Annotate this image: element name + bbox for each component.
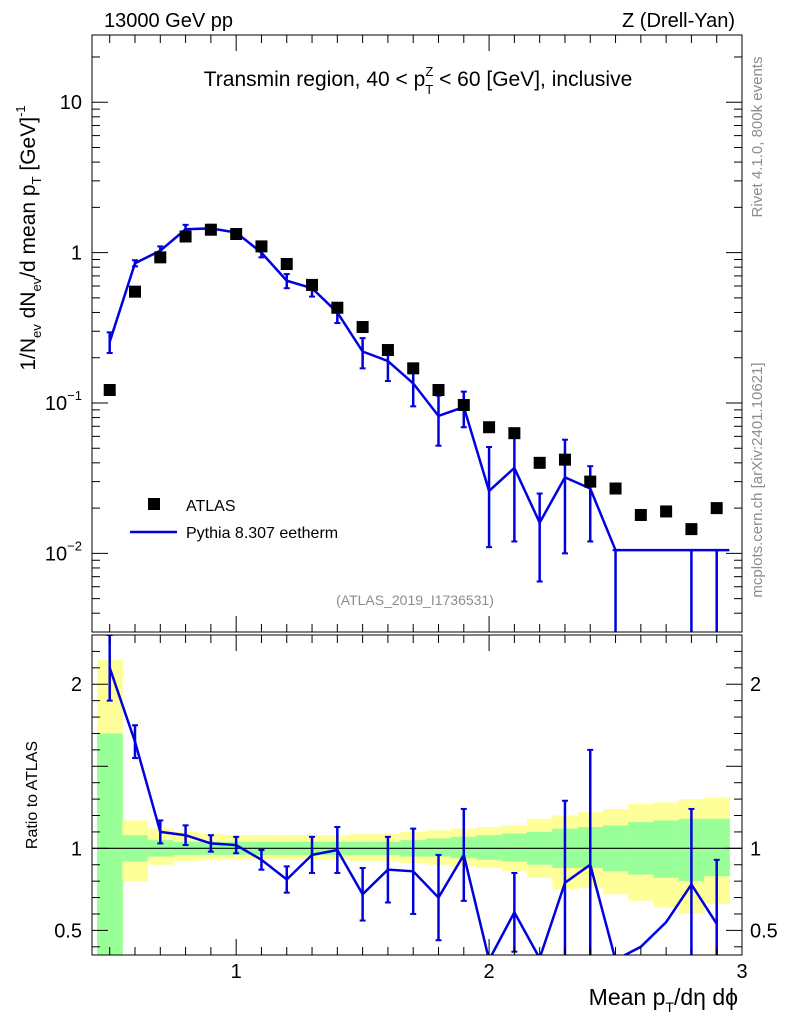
plot-title-sup: Z: [425, 64, 433, 79]
atlas-data-point: [230, 227, 243, 240]
atlas-data-point: [584, 475, 597, 488]
atlas-data-point: [483, 421, 496, 434]
main-axis-ticks: [92, 35, 743, 633]
stat-band-green: [501, 833, 528, 862]
atlas-data-point: [685, 523, 698, 536]
atlas-data-point: [609, 482, 622, 495]
uncertainty-bands: [97, 659, 730, 955]
atlas-data-point: [204, 223, 217, 236]
plot-title: Transmin region, 40 < pZ T < 60 [GeV], in…: [204, 64, 633, 97]
plot-title-part: < 60 [GeV], inclusive: [433, 68, 632, 91]
stat-band-green: [476, 835, 503, 860]
stat-band-green: [97, 733, 123, 955]
y-tick-label-base: 10: [45, 393, 67, 415]
plot-title-sub: T: [425, 82, 433, 97]
atlas-data-point: [457, 398, 470, 411]
plot-title-part: Transmin region, 40 < p: [204, 68, 426, 91]
header-process-label: Z (Drell-Yan): [622, 10, 735, 32]
main-y-axis-label: 1/Nev dNev/d mean pT [GeV]-1: [13, 105, 44, 370]
x-axis-label: Mean pT/dη dϕ: [589, 984, 738, 1015]
rivet-version-label: Rivet 4.1.0, 800k events: [749, 57, 766, 218]
y-tick-label-base: 1: [71, 243, 82, 265]
atlas-data-point: [280, 258, 293, 271]
mcplots-reference-label: mcplots.cern.ch [arXiv:2401.10621]: [749, 362, 766, 597]
y-tick-label: 10−2: [45, 538, 82, 565]
atlas-data-point: [660, 505, 673, 518]
data-series: [103, 223, 723, 536]
ratio-y-tick-label-right: 2: [750, 674, 761, 696]
ratio-series: [106, 635, 720, 955]
stat-band-green: [653, 820, 680, 878]
y-tick-label-exp: −1: [67, 388, 82, 403]
atlas-data-point: [179, 230, 192, 243]
ratio-y-tick-label: 1: [71, 838, 82, 860]
stat-band-green: [425, 838, 452, 857]
ratio-axis-ticks: [92, 635, 743, 955]
atlas-data-point: [103, 384, 116, 397]
ratio-y-tick-label: 0.5: [54, 920, 82, 942]
y-tick-label: 1: [71, 243, 82, 265]
x-tick-label: 1: [231, 961, 242, 983]
ratio-frame: [91, 634, 743, 956]
atlas-data-point: [331, 301, 344, 314]
atlas-data-point: [306, 278, 319, 291]
atlas-data-point: [255, 240, 268, 253]
x-tick-label: 3: [736, 961, 747, 983]
y-tick-label: 10: [60, 92, 82, 114]
main-frame: [91, 34, 743, 633]
atlas-data-point: [154, 251, 167, 264]
header-energy-label: 13000 GeV pp: [104, 10, 233, 32]
legend-mc-label: Pythia 8.307 eetherm: [186, 525, 338, 542]
mc-series: [106, 223, 730, 632]
y-tick-label-base: 10: [60, 92, 82, 114]
atlas-data-point: [710, 502, 723, 515]
ratio-y-tick-labels: 0.5 0.5 1 1 2 2: [54, 674, 778, 942]
ratio-y-axis-label: Ratio to ATLAS: [24, 741, 41, 849]
atlas-data-point: [356, 321, 369, 334]
atlas-data-point: [432, 384, 445, 397]
x-tick-labels: 1 2 3: [231, 961, 748, 983]
legend-data-marker: [148, 498, 160, 510]
legend-data-label: ATLAS: [186, 498, 236, 515]
ratio-y-tick-label-right: 1: [750, 838, 761, 860]
atlas-data-point: [407, 362, 420, 375]
x-tick-label: 2: [484, 961, 495, 983]
legend: ATLAS Pythia 8.307 eetherm: [130, 498, 338, 542]
atlas-data-point: [558, 453, 571, 466]
y-tick-label-exp: −2: [67, 538, 82, 553]
atlas-data-point: [508, 427, 521, 440]
atlas-data-point: [128, 285, 141, 298]
atlas-data-point: [634, 508, 647, 521]
atlas-data-point: [381, 344, 394, 357]
ratio-y-tick-label-right: 0.5: [750, 920, 778, 942]
y-tick-label: 10−1: [45, 388, 82, 415]
y-tick-label-base: 10: [45, 543, 67, 565]
ratio-panel: 0.5 0.5 1 1 2 2 1 2 3 Ratio to ATLAS Mean pT/dη…: [24, 634, 778, 1015]
ratio-y-tick-label: 2: [71, 674, 82, 696]
atlas-data-point: [533, 456, 546, 469]
analysis-id-watermark: (ATLAS_2019_I1736531): [336, 592, 494, 608]
